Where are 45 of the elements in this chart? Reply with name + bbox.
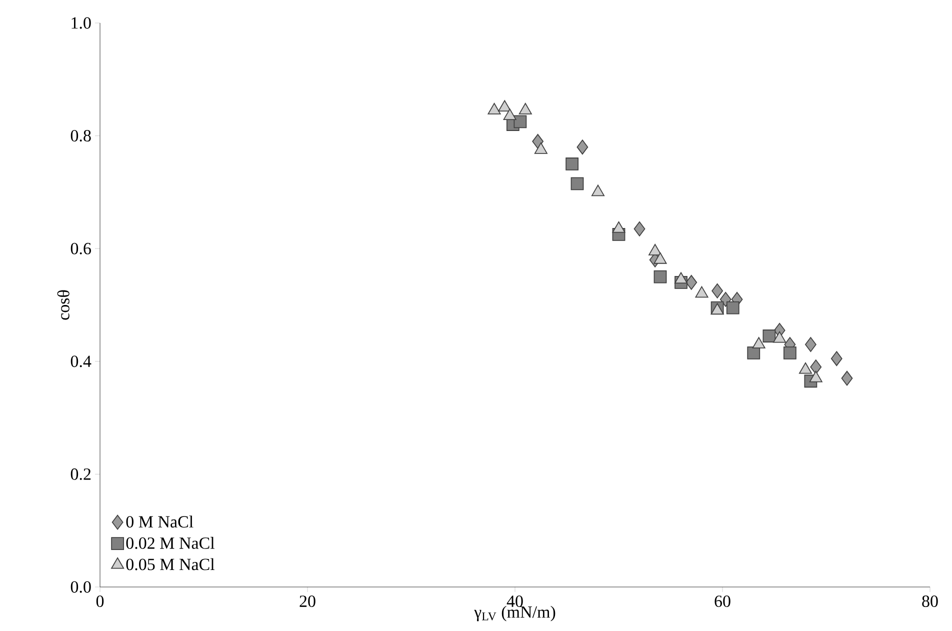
y-tick-label: 1.0: [72, 17, 91, 29]
y-tick-label: 0.2: [70, 468, 91, 480]
y-tick-label: 0.4: [70, 356, 92, 368]
point: [570, 177, 584, 190]
point: [686, 274, 698, 290]
point: [762, 330, 776, 342]
y-axis-title: cosθ: [57, 290, 70, 320]
point: [804, 337, 816, 352]
x-tick-label: 0: [96, 596, 104, 607]
point: [674, 272, 688, 284]
point: [695, 286, 708, 298]
y-tick-label: 0.6: [70, 242, 91, 254]
point: [783, 346, 796, 360]
x-axis-title: γ$_{LV}$ (mN/m): [474, 606, 556, 622]
point: [503, 108, 516, 120]
point: [534, 142, 548, 154]
point: [514, 115, 527, 128]
x-tick-label: 40: [506, 596, 523, 607]
point: [654, 270, 667, 284]
point: [712, 283, 724, 298]
point: [612, 221, 626, 233]
point: [830, 351, 842, 366]
legend-label: 0.05 M NaCl: [126, 558, 215, 570]
point: [841, 370, 853, 386]
point: [566, 158, 579, 170]
point: [747, 346, 760, 360]
point: [752, 337, 766, 348]
point: [634, 221, 646, 236]
point: [810, 360, 822, 374]
legend-label: 0 M NaCl: [126, 516, 194, 528]
point: [518, 102, 532, 114]
point: [654, 252, 667, 264]
y-tick-label: 0.8: [70, 130, 91, 142]
x-tick-label: 60: [714, 596, 730, 607]
point: [488, 102, 501, 114]
point: [576, 140, 588, 155]
point: [498, 100, 512, 112]
point: [591, 184, 605, 196]
x-tick-label: 80: [922, 596, 938, 607]
y-tick-label: 0.0: [70, 581, 91, 593]
legend-label: 0.02 M NaCl: [126, 536, 215, 549]
point: [726, 301, 740, 314]
x-tick-label: 20: [300, 596, 316, 607]
point: [648, 244, 662, 256]
point: [532, 134, 544, 149]
